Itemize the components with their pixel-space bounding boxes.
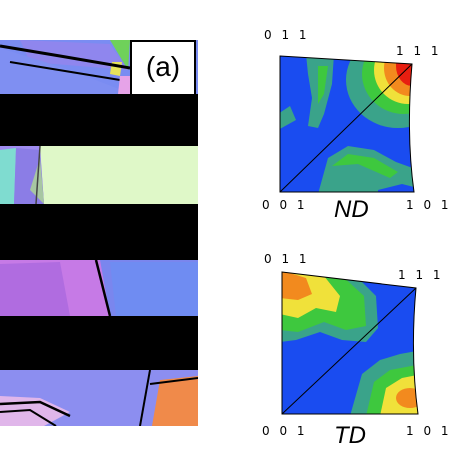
orientation-map-panel [0,40,198,426]
td-title: TD [334,422,366,449]
masked-band-1 [0,94,198,146]
td-contour-max [282,272,312,300]
panel-label: (a) [145,51,181,82]
panel-label-box: (a) [130,40,196,96]
masked-band-2 [0,204,198,260]
nd-pole-figure [279,55,415,193]
nd-bottom-green [332,154,398,178]
nd-green-spot [318,66,328,104]
nd-label-101: 1 0 1 [406,198,452,212]
td-pole-figure [281,271,419,415]
map-band-2 [0,145,198,205]
td-label-011: 0 1 1 [264,252,310,266]
td-diagonal-line [281,287,417,415]
td-label-101: 1 0 1 [406,424,452,438]
masked-band-3 [0,316,198,370]
td-label-111: 1 1 1 [398,268,444,282]
map-band-4 [0,369,198,426]
nd-teal-spot [280,106,296,130]
map-band-3 [0,259,198,317]
nd-label-011: 0 1 1 [264,28,310,42]
nd-title: ND [334,196,369,223]
nd-label-111: 1 1 1 [396,44,442,58]
nd-diagonal-line [279,63,413,193]
orientation-map [0,40,198,426]
nd-label-001: 0 0 1 [262,198,308,212]
td-label-001: 0 0 1 [262,424,308,438]
